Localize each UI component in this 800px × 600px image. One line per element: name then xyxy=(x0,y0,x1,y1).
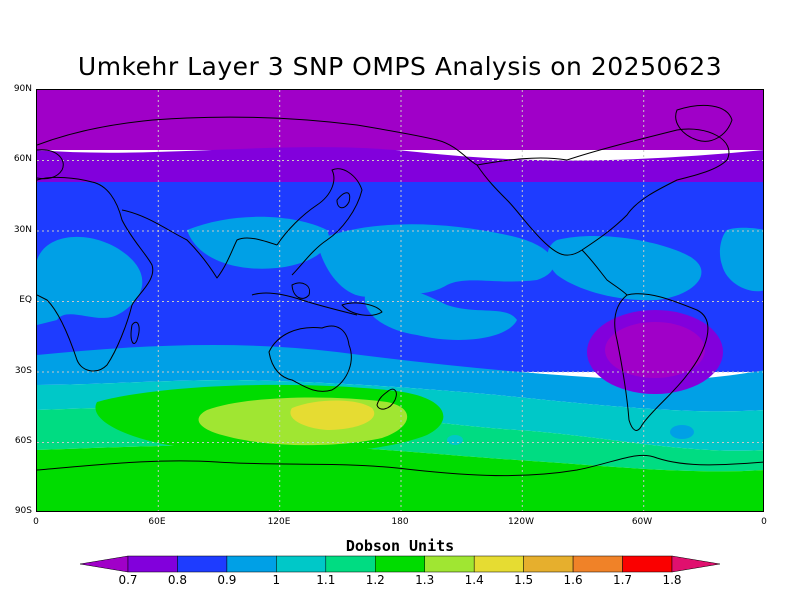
graticule xyxy=(37,90,763,511)
coast-new-guinea xyxy=(341,302,383,316)
coast-madagascar xyxy=(130,321,140,344)
tropic-blob-atlantic xyxy=(719,227,763,292)
lon-label-120e: 120E xyxy=(267,517,291,527)
colorbar-swatch xyxy=(127,555,178,573)
colorbar-min-triangle xyxy=(80,555,129,573)
coast-antarctica xyxy=(37,454,763,477)
colorbar-tick-label: 0.8 xyxy=(167,573,187,587)
map-title: Umkehr Layer 3 SNP OMPS Analysis on 2025… xyxy=(77,52,723,81)
lon-label-60w: 60W xyxy=(631,517,653,527)
coast-greenland xyxy=(675,104,733,142)
band-north-midlat xyxy=(37,147,763,188)
lon-label-0-west: 0 xyxy=(33,517,39,527)
colorbar-swatch xyxy=(325,555,376,573)
coast-north-america xyxy=(476,128,730,256)
colorbar-swatch xyxy=(375,555,425,573)
colorbar-tick-label: 1 xyxy=(272,573,281,587)
coast-indonesia xyxy=(251,292,358,316)
lat-label-30n: 30N xyxy=(13,225,32,235)
low-south-america-inner xyxy=(605,322,705,378)
colorbar-swatch xyxy=(572,555,623,573)
lat-label-60s: 60S xyxy=(14,436,32,446)
coast-south-america xyxy=(614,293,709,431)
tropic-blob-pacific xyxy=(317,224,554,297)
coast-east-asia xyxy=(276,168,363,276)
band-south-green xyxy=(37,445,763,511)
colorbar-tick-label: 1.1 xyxy=(316,573,336,587)
colorbar-swatch xyxy=(424,555,475,573)
lon-label-120w: 120W xyxy=(507,517,535,527)
band-south-lightblue xyxy=(37,345,763,412)
lat-label-30s: 30S xyxy=(14,366,32,376)
colorbar-tick-label: 1.4 xyxy=(464,573,484,587)
map-plot-area xyxy=(36,89,764,512)
colorbar-swatch xyxy=(276,555,327,573)
ozone-contour-map xyxy=(37,90,763,511)
cyan-spot-south-pacific xyxy=(447,435,463,445)
tropic-blob-central-pacific xyxy=(364,286,517,340)
coast-japan xyxy=(336,192,351,209)
coast-australia xyxy=(268,325,352,392)
colorbar-tick-label: 1.8 xyxy=(662,573,682,587)
tropic-blob-east xyxy=(547,235,702,301)
tropic-blob-west xyxy=(37,236,143,325)
lon-label-180: 180 xyxy=(391,517,409,527)
colorbar-tick-label: 0.9 xyxy=(217,573,237,587)
colorbar-tick-label: 1.3 xyxy=(415,573,435,587)
blob-yellow xyxy=(290,400,375,430)
colorbar-swatch xyxy=(473,555,524,573)
colorbar-units-label: Dobson Units xyxy=(345,537,455,555)
coast-new-zealand xyxy=(376,388,397,410)
colorbar-swatch xyxy=(177,555,228,573)
colorbar-tick-label: 1.2 xyxy=(365,573,385,587)
cyan-spot-south-atlantic xyxy=(670,425,694,439)
colorbar-max-triangle xyxy=(671,555,720,573)
lat-label-90n: 90N xyxy=(13,84,32,94)
tropic-blob-indian xyxy=(187,216,329,269)
colorbar-tick-label: 1.6 xyxy=(563,573,583,587)
lat-label-eq: EQ xyxy=(19,295,32,305)
colorbar-swatch xyxy=(226,555,277,573)
colorbar-tick-label: 1.5 xyxy=(514,573,534,587)
coast-africa xyxy=(37,176,154,372)
coast-arabia-india xyxy=(121,209,278,279)
colorbar xyxy=(80,555,720,573)
colorbar-tick-label: 1.7 xyxy=(612,573,633,587)
coast-borneo xyxy=(291,282,311,299)
lon-label-0-east: 0 xyxy=(761,517,767,527)
coast-central-america xyxy=(581,249,628,296)
lat-label-90s: 90S xyxy=(14,506,32,516)
coast-eurasia-north xyxy=(37,116,478,166)
colorbar-swatch xyxy=(523,555,574,573)
coast-europe xyxy=(37,149,64,180)
lon-label-60e: 60E xyxy=(148,517,166,527)
lat-label-60n: 60N xyxy=(13,154,32,164)
coastlines xyxy=(37,104,763,477)
colorbar-swatch xyxy=(622,555,673,573)
colorbar-tick-label: 0.7 xyxy=(118,573,138,587)
